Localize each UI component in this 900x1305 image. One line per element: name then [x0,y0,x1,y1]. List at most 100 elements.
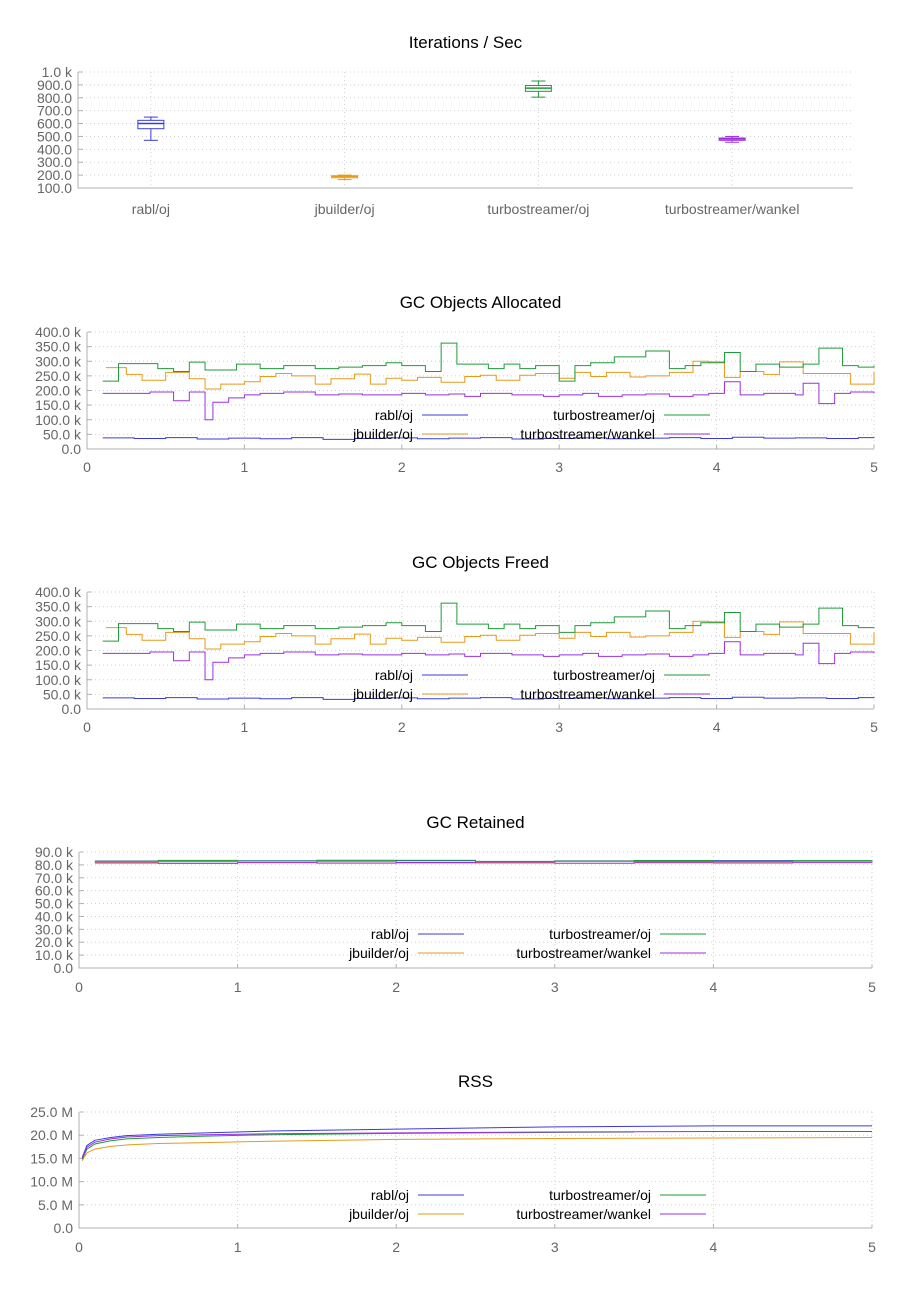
y-tick-label: 100.0 k [35,672,82,688]
y-tick-label: 0.0 [54,1220,74,1236]
x-tick-label: turbostreamer/oj [487,201,589,217]
x-tick-label: 2 [398,719,406,735]
y-tick-label: 400.0 [37,141,72,157]
x-tick-label: 1 [234,1239,242,1255]
series-line-rabl-oj [102,696,875,700]
y-tick-label: 300.0 [37,154,72,170]
x-tick-label: 3 [551,1239,559,1255]
plot-axes [78,852,872,969]
x-tick-label: 3 [555,719,563,735]
x-tick-label: rabl/oj [132,201,170,217]
series-line-turbostreamer-wankel [81,1130,872,1159]
legend-label: jbuilder/oj [348,1206,409,1222]
y-tick-label: 30.0 k [35,921,74,937]
legend-label: turbostreamer/oj [549,1187,651,1203]
y-tick-label: 10.0 k [35,947,74,963]
y-tick-label: 600.0 [37,116,72,132]
y-tick-label: 900.0 [37,77,72,93]
y-tick-label: 300.0 k [35,353,82,369]
y-tick-label: 50.0 k [43,686,82,702]
chart-title: GC Objects Allocated [400,293,562,312]
y-tick-label: 20.0 k [35,934,74,950]
y-tick-label: 150.0 k [35,397,82,413]
legend-label: rabl/oj [371,1187,409,1203]
y-tick-label: 400.0 k [35,584,82,600]
series-line-rabl-oj [81,1125,872,1158]
x-tick-label: 0 [83,719,91,735]
x-tick-label: 0 [83,459,91,475]
y-tick-label: 80.0 k [35,857,74,873]
legend-label: turbostreamer/wankel [520,426,655,442]
x-tick-label: 2 [392,979,400,995]
x-tick-label: 5 [868,1239,876,1255]
x-tick-label: 4 [710,1239,718,1255]
y-tick-label: 60.0 k [35,883,74,899]
y-tick-label: 150.0 k [35,657,82,673]
series-line-jbuilder-oj [105,360,875,390]
y-tick-label: 500.0 [37,128,72,144]
x-tick-label: 5 [870,719,878,735]
y-tick-label: 300.0 k [35,613,82,629]
legend-label: jbuilder/oj [348,945,409,961]
y-tick-label: 350.0 k [35,599,82,615]
y-tick-label: 50.0 k [35,896,74,912]
y-tick-label: 1.0 k [42,64,73,80]
series-line-jbuilder-oj [81,1137,873,1161]
legend-label: turbostreamer/wankel [520,686,655,702]
x-tick-label: turbostreamer/wankel [665,201,800,217]
x-tick-label: 1 [241,459,249,475]
y-tick-label: 250.0 k [35,368,82,384]
series-line-turbostreamer-wankel [94,861,873,864]
y-tick-label: 800.0 [37,90,72,106]
plot-axes [78,1112,872,1229]
y-tick-label: 0.0 [54,960,74,976]
legend-label: jbuilder/oj [352,686,413,702]
y-tick-label: 15.0 M [30,1150,73,1166]
y-tick-label: 250.0 k [35,628,82,644]
y-tick-label: 70.0 k [35,870,74,886]
series-line-rabl-oj [102,436,875,440]
legend-label: turbostreamer/wankel [516,945,651,961]
x-tick-label: 1 [241,719,249,735]
y-tick-label: 700.0 [37,103,72,119]
legend-label: turbostreamer/oj [549,926,651,942]
legend-label: rabl/oj [375,407,413,423]
series-line-turbostreamer-wankel [102,381,875,421]
x-tick-label: 0 [75,979,83,995]
y-tick-label: 90.0 k [35,844,74,860]
x-tick-label: 0 [75,1239,83,1255]
x-tick-label: 5 [868,979,876,995]
series-line-turbostreamer-oj [94,859,873,862]
y-tick-label: 10.0 M [30,1174,73,1190]
series-line-turbostreamer-wankel [102,641,875,681]
series-line-turbostreamer-oj [102,602,875,642]
y-tick-label: 5.0 M [38,1197,73,1213]
legend-label: rabl/oj [375,667,413,683]
x-tick-label: 2 [392,1239,400,1255]
y-tick-label: 25.0 M [30,1104,73,1120]
y-tick-label: 200.0 k [35,383,82,399]
legend-label: turbostreamer/oj [553,667,655,683]
y-tick-label: 40.0 k [35,908,74,924]
y-tick-label: 200.0 [37,167,72,183]
y-tick-label: 200.0 k [35,643,82,659]
y-tick-label: 20.0 M [30,1127,73,1143]
series-line-turbostreamer-oj [81,1131,635,1160]
y-tick-label: 50.0 k [43,426,82,442]
legend-label: turbostreamer/oj [553,407,655,423]
x-tick-label: 1 [234,979,242,995]
y-tick-label: 0.0 [62,701,82,717]
legend-label: rabl/oj [371,926,409,942]
x-tick-label: jbuilder/oj [314,201,375,217]
chart-title: Iterations / Sec [409,33,523,52]
box-rabl-oj [137,119,165,130]
plot-axes [86,332,874,450]
y-tick-label: 350.0 k [35,339,82,355]
plot-axes [86,592,874,710]
chart-title: RSS [458,1072,493,1091]
series-line-jbuilder-oj [105,620,875,650]
x-tick-label: 4 [713,719,721,735]
y-tick-label: 0.0 [62,441,82,457]
